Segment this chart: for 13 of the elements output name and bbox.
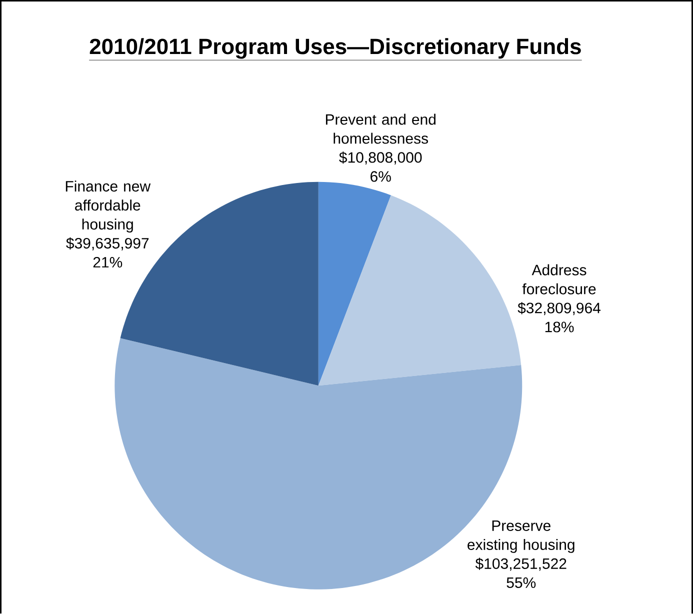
slice-label: Prevent and end homelessness xyxy=(326,114,436,144)
text: 55% xyxy=(506,577,536,588)
text: 21% xyxy=(93,256,122,268)
text: 18% xyxy=(545,322,574,332)
text: 6% xyxy=(370,171,391,182)
data-label: $39,635,997 xyxy=(66,237,149,250)
chart-title: 2010/2011 Program Uses—Discretionary Funds xyxy=(90,38,581,59)
data-label: $103,251,522 xyxy=(475,558,566,571)
slice-label: Finance new affordable housing xyxy=(66,180,151,232)
slice-label: Address foreclosure xyxy=(522,264,596,294)
data-label: $10,808,000 xyxy=(339,151,422,164)
data-label: $32,809,964 xyxy=(518,302,601,315)
slice-label: Preserve existing housing xyxy=(468,520,574,553)
